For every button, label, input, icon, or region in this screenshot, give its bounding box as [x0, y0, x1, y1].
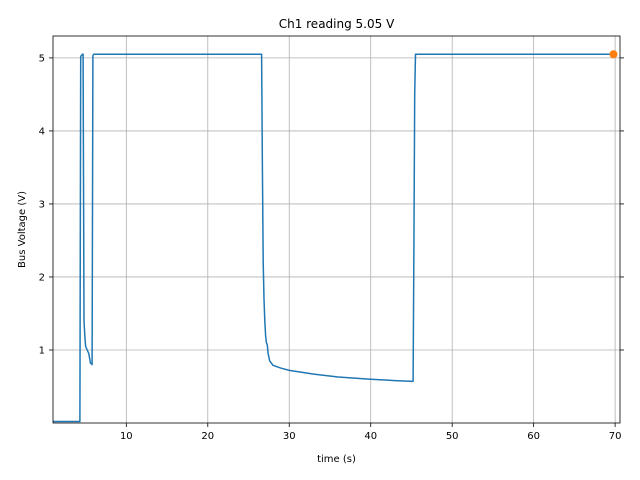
x-axis-label: time (s): [317, 454, 356, 465]
x-tick-label: 30: [283, 431, 296, 442]
data-point: [609, 50, 618, 59]
chart-title: Ch1 reading 5.05 V: [279, 17, 395, 31]
voltage-series-line: [53, 53, 614, 423]
x-tick-label: 50: [446, 431, 459, 442]
grid-lines: [53, 36, 620, 423]
y-tick-label: 2: [39, 272, 45, 283]
y-tick-label: 5: [39, 53, 45, 64]
y-tick-label: 3: [39, 199, 45, 210]
axis-ticks: 10 20 30 40 50 60 70 1 2 3 4 5: [39, 53, 624, 442]
y-axis-label: Bus Voltage (V): [17, 191, 28, 268]
y-tick-label: 1: [39, 345, 45, 356]
axes-frame: [52, 35, 621, 424]
x-tick-label: 60: [527, 431, 540, 442]
x-tick-label: 20: [201, 431, 214, 442]
x-tick-label: 10: [120, 431, 133, 442]
x-tick-label: 70: [609, 431, 622, 442]
y-tick-label: 4: [39, 126, 45, 137]
plot-area: [53, 50, 618, 423]
x-tick-label: 40: [364, 431, 377, 442]
